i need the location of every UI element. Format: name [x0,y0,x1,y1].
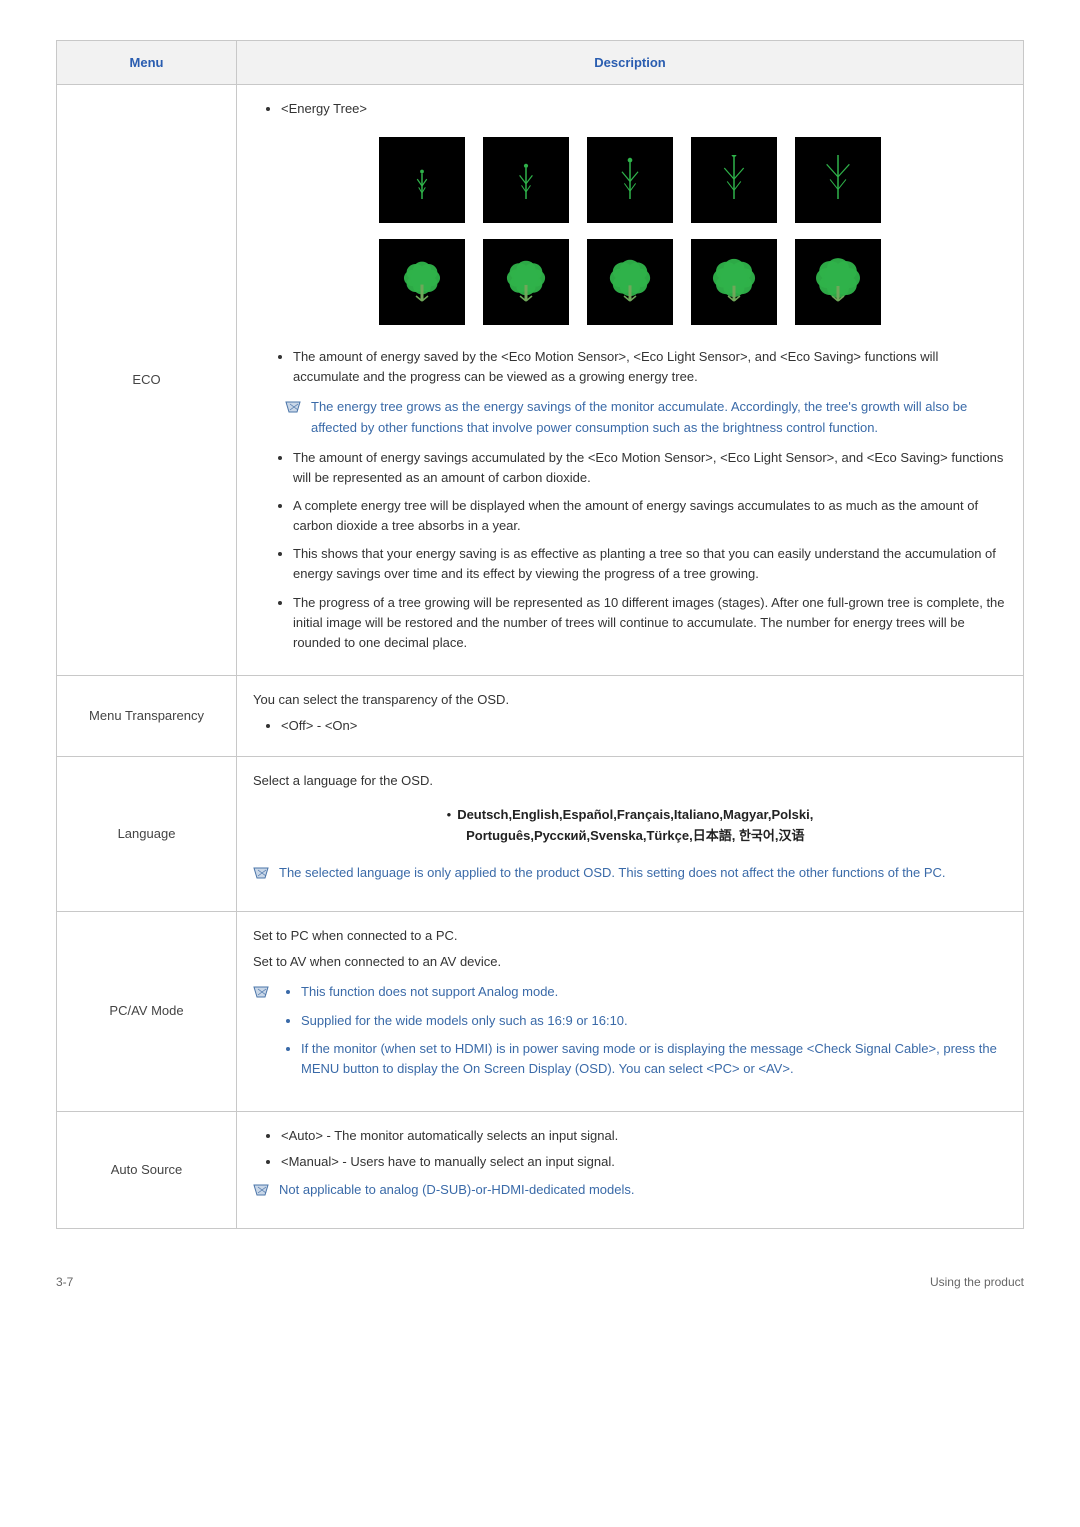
note-icon [285,399,301,421]
eco-note: The energy tree grows as the energy savi… [285,397,1007,437]
table-row-pcav: PC/AV Mode Set to PC when connected to a… [57,912,1024,1112]
footer-right: Using the product [930,1275,1024,1289]
desc-cell-language: Select a language for the OSD. • Deutsch… [237,757,1024,912]
pcav-note-item: This function does not support Analog mo… [301,982,1007,1002]
auto-source-note-text: Not applicable to analog (D-SUB)-or-HDMI… [279,1180,1007,1200]
eco-sub-list-2: The amount of energy savings accumulated… [253,448,1007,653]
transparency-options: <Off> - <On> [281,716,1007,736]
tree-stage-icon [587,137,673,223]
eco-sub2-item: This shows that your energy saving is as… [293,544,1007,584]
pcav-note: This function does not support Analog mo… [253,982,1007,1087]
tree-stage-icon [691,239,777,325]
table-row-auto-source: Auto Source <Auto> - The monitor automat… [57,1111,1024,1228]
language-line2: Português,Русский,Svenska,Türkçe,日本語, 한국… [457,826,813,847]
auto-source-item: <Manual> - Users have to manually select… [281,1152,1007,1172]
pcav-note-list: This function does not support Analog mo… [279,982,1007,1087]
eco-note-text: The energy tree grows as the energy savi… [311,397,1007,437]
eco-sub-list-1: The amount of energy saved by the <Eco M… [253,347,1007,387]
tree-stage-icon [587,239,673,325]
eco-top-item: <Energy Tree> [281,99,1007,119]
col-header-description: Description [237,41,1024,85]
energy-tree-images [253,137,1007,325]
desc-cell-transparency: You can select the transparency of the O… [237,675,1024,756]
col-header-menu: Menu [57,41,237,85]
note-icon [253,865,269,887]
language-line1: Deutsch,English,Español,Français,Italian… [457,805,813,826]
table-row-language: Language Select a language for the OSD. … [57,757,1024,912]
osd-table: Menu Description ECO <Energy Tree> [56,40,1024,1229]
table-row-eco: ECO <Energy Tree> [57,85,1024,676]
language-list: • Deutsch,English,Español,Français,Itali… [253,805,1007,847]
tree-row-1 [379,137,881,223]
desc-cell-auto-source: <Auto> - The monitor automatically selec… [237,1111,1024,1228]
tree-stage-icon [483,137,569,223]
tree-row-2 [379,239,881,325]
desc-cell-pcav: Set to PC when connected to a PC. Set to… [237,912,1024,1112]
pcav-note-item: Supplied for the wide models only such a… [301,1011,1007,1031]
language-intro: Select a language for the OSD. [253,771,1007,791]
auto-source-list: <Auto> - The monitor automatically selec… [253,1126,1007,1172]
pcav-line2: Set to AV when connected to an AV device… [253,952,1007,972]
eco-sub1-item: The amount of energy saved by the <Eco M… [293,347,1007,387]
pcav-note-item: If the monitor (when set to HDMI) is in … [301,1039,1007,1079]
menu-label-transparency: Menu Transparency [57,675,237,756]
menu-label-auto-source: Auto Source [57,1111,237,1228]
tree-stage-icon [691,137,777,223]
menu-label-language: Language [57,757,237,912]
pcav-line1: Set to PC when connected to a PC. [253,926,1007,946]
language-note-text: The selected language is only applied to… [279,863,1007,883]
table-row-menu-transparency: Menu Transparency You can select the tra… [57,675,1024,756]
eco-sub2-item: The amount of energy savings accumulated… [293,448,1007,488]
tree-stage-icon [379,137,465,223]
page-footer: 3-7 Using the product [56,1275,1024,1289]
tree-stage-icon [795,239,881,325]
tree-stage-icon [795,137,881,223]
eco-sub2-item: A complete energy tree will be displayed… [293,496,1007,536]
transparency-intro: You can select the transparency of the O… [253,690,1007,710]
note-icon [253,1182,269,1204]
language-note: The selected language is only applied to… [253,863,1007,887]
note-icon [253,984,269,1006]
tree-stage-icon [379,239,465,325]
menu-label-eco: ECO [57,85,237,676]
eco-sub2-item: The progress of a tree growing will be r… [293,593,1007,653]
footer-left: 3-7 [56,1275,73,1289]
desc-cell-eco: <Energy Tree> [237,85,1024,676]
auto-source-item: <Auto> - The monitor automatically selec… [281,1126,1007,1146]
menu-label-pcav: PC/AV Mode [57,912,237,1112]
auto-source-note: Not applicable to analog (D-SUB)-or-HDMI… [253,1180,1007,1204]
tree-stage-icon [483,239,569,325]
